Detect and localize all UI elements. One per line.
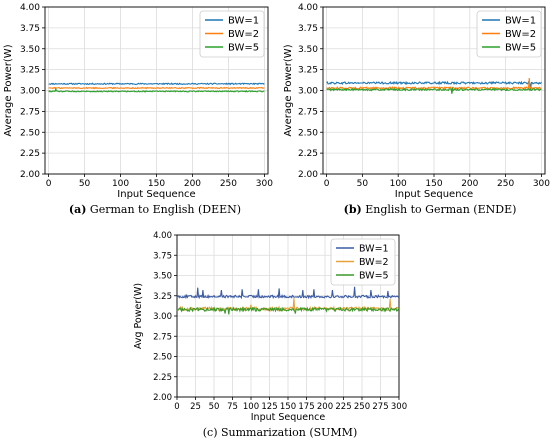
y-tick-label: 2.75 <box>20 107 40 117</box>
x-tick-label: 100 <box>112 179 129 189</box>
caption-a-text: German to English (DEEN) <box>86 203 242 216</box>
x-tick-label: 75 <box>227 402 238 412</box>
y-axis-label: Avg Power(W) <box>133 283 144 349</box>
legend-box <box>476 10 542 58</box>
series-line-bw-5 <box>176 306 400 315</box>
x-tick-label: 125 <box>261 402 277 412</box>
series-line-bw-5 <box>48 87 265 93</box>
series-line-bw-1 <box>48 82 265 86</box>
x-tick-label: 50 <box>357 179 369 189</box>
chart-summ: 2.00 2.25 2.50 2.75 3.00 3.25 3.50 3.75 4.00 0 25 5… <box>133 231 407 423</box>
chart-ende: 2.00 2.25 2.50 2.75 3.00 3.25 3.50 3.75 4.00 0 50 1… <box>283 3 550 200</box>
x-tick-label: 0 <box>324 179 330 189</box>
caption-c: (c) Summarization (SUMM) <box>185 426 375 439</box>
plot-frame <box>176 234 400 398</box>
x-axis-label: Input Sequence <box>251 412 326 423</box>
legend-label: BW=2 <box>359 257 389 268</box>
y-tick-label: 2.00 <box>20 170 40 180</box>
legend-label: BW=5 <box>359 271 389 282</box>
y-tick-label: 2.00 <box>298 170 318 180</box>
y-tick-label: 3.50 <box>298 45 318 55</box>
y-tick-label: 3.00 <box>298 87 318 97</box>
y-tick-label: 3.75 <box>20 24 40 34</box>
y-tick-label: 3.25 <box>20 66 40 76</box>
x-axis-label: Input Sequence <box>395 189 473 200</box>
x-tick-label: 200 <box>184 179 201 189</box>
x-tick-label: 300 <box>533 179 550 189</box>
y-tick-label: 3.00 <box>20 87 40 97</box>
x-tick-label: 150 <box>148 179 165 189</box>
series-line-bw-5 <box>326 87 542 94</box>
x-tick-label: 150 <box>280 402 296 412</box>
y-tick-label: 2.25 <box>153 373 172 383</box>
caption-a-label: (a) <box>68 203 87 216</box>
y-tick-label: 2.50 <box>20 128 40 138</box>
legend-label: BW=1 <box>359 244 389 255</box>
legend-label: BW=1 <box>228 16 259 27</box>
x-tick-label: 175 <box>298 402 314 412</box>
y-tick-label: 3.50 <box>153 272 172 282</box>
x-tick-label: 200 <box>317 402 333 412</box>
x-tick-label: 300 <box>391 402 407 412</box>
legend-label: BW=2 <box>228 29 259 40</box>
series-line-bw-1 <box>326 80 542 89</box>
y-tick-label: 3.50 <box>20 45 40 55</box>
plot-frame <box>322 6 546 175</box>
y-tick-label: 2.50 <box>298 128 318 138</box>
y-tick-label: 3.25 <box>153 292 172 302</box>
y-tick-label: 2.50 <box>153 353 172 363</box>
series-line-bw-1 <box>176 286 400 300</box>
y-tick-label: 2.25 <box>298 149 318 159</box>
y-tick-label: 4.00 <box>153 231 172 241</box>
y-axis-label: Average Power(W) <box>283 44 294 136</box>
x-tick-label: 200 <box>461 179 478 189</box>
plot-frame <box>44 6 269 175</box>
y-tick-label: 2.25 <box>20 149 40 159</box>
caption-b-text: English to German (ENDE) <box>361 203 517 216</box>
x-tick-label: 250 <box>354 402 370 412</box>
caption-a: (a) German to English (DEEN) <box>60 203 250 216</box>
y-axis-label: Average Power(W) <box>3 44 14 136</box>
chart-deen: 2.00 2.25 2.50 2.75 3.00 3.25 3.50 3.75 4.00 0 50 1… <box>3 3 273 200</box>
y-tick-label: 2.00 <box>153 393 172 403</box>
x-tick-label: 50 <box>209 402 220 412</box>
y-tick-label: 4.00 <box>20 3 40 13</box>
y-tick-label: 3.75 <box>153 251 172 261</box>
x-tick-label: 100 <box>390 179 407 189</box>
x-tick-label: 0 <box>46 179 52 189</box>
legend-box <box>330 238 396 286</box>
legend-label: BW=1 <box>505 16 536 27</box>
x-axis-label: Input Sequence <box>117 189 195 200</box>
legend-label: BW=5 <box>505 43 536 54</box>
y-tick-label: 2.75 <box>298 107 318 117</box>
y-tick-label: 3.00 <box>153 312 172 322</box>
y-tick-label: 3.75 <box>298 24 318 34</box>
caption-b: (b) English to German (ENDE) <box>335 203 525 216</box>
legend-box <box>199 10 265 58</box>
x-tick-label: 100 <box>243 402 259 412</box>
caption-b-label: (b) <box>343 203 362 216</box>
x-tick-label: 250 <box>220 179 237 189</box>
x-tick-label: 150 <box>425 179 442 189</box>
y-tick-label: 3.25 <box>298 66 318 76</box>
y-tick-label: 2.75 <box>153 332 172 342</box>
x-tick-label: 0 <box>174 402 179 412</box>
x-tick-label: 225 <box>335 402 351 412</box>
legend-label: BW=5 <box>228 43 259 54</box>
legend-label: BW=2 <box>505 29 536 40</box>
x-tick-label: 275 <box>372 402 388 412</box>
x-tick-label: 300 <box>256 179 273 189</box>
caption-c-text: (c) Summarization (SUMM) <box>202 426 358 439</box>
series-line-bw-2 <box>48 86 265 90</box>
x-tick-label: 250 <box>497 179 514 189</box>
y-tick-label: 4.00 <box>298 3 318 13</box>
x-tick-label: 25 <box>190 402 201 412</box>
x-tick-label: 50 <box>79 179 91 189</box>
